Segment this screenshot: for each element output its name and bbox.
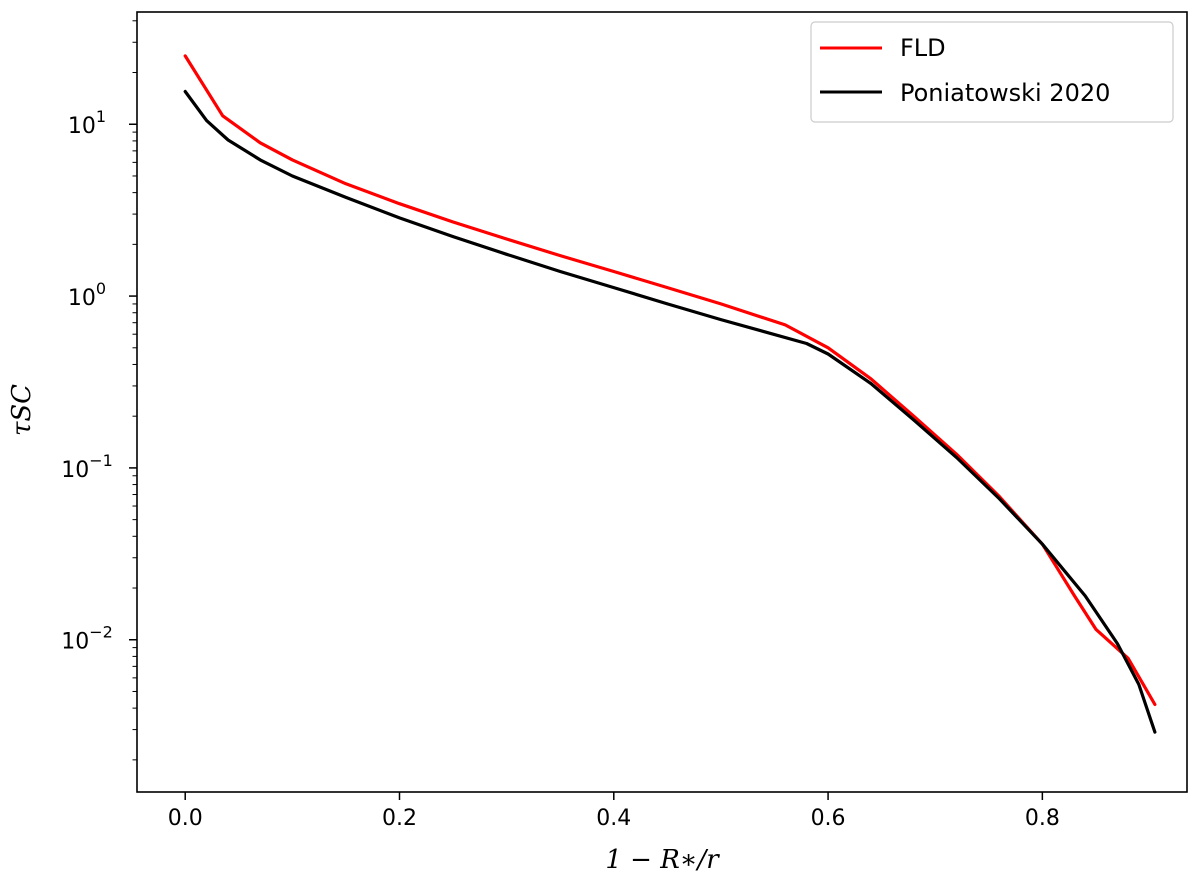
x-tick-label: 0.0 — [168, 806, 203, 831]
legend-box — [810, 21, 1174, 123]
x-tick-label: 0.6 — [811, 806, 846, 831]
tick-layer: 0.0 0.2 0.4 0.6 0.8 101 100 10−1 10−2 — [61, 20, 1060, 831]
plot-frame — [136, 11, 1188, 793]
y-tick-label: 10−1 — [61, 451, 113, 483]
series-line-poniatowski — [183, 89, 1157, 734]
legend-label-poniatowski: Poniatowski 2020 — [900, 79, 1110, 107]
x-axis-label: 1 − R∗/r — [605, 845, 720, 875]
x-tick-label: 0.8 — [1025, 806, 1060, 831]
x-tick-label: 0.4 — [596, 806, 631, 831]
y-axis-label: τSC — [7, 384, 37, 436]
y-tick-label: 10−2 — [61, 623, 113, 655]
x-tick-label: 0.2 — [382, 806, 417, 831]
series-line-fld — [183, 54, 1157, 707]
y-tick-label: 101 — [68, 107, 106, 139]
legend-label-fld: FLD — [900, 34, 946, 62]
series-layer — [183, 54, 1157, 734]
y-tick-label: 100 — [68, 279, 106, 311]
legend: FLD Poniatowski 2020 — [810, 21, 1174, 123]
